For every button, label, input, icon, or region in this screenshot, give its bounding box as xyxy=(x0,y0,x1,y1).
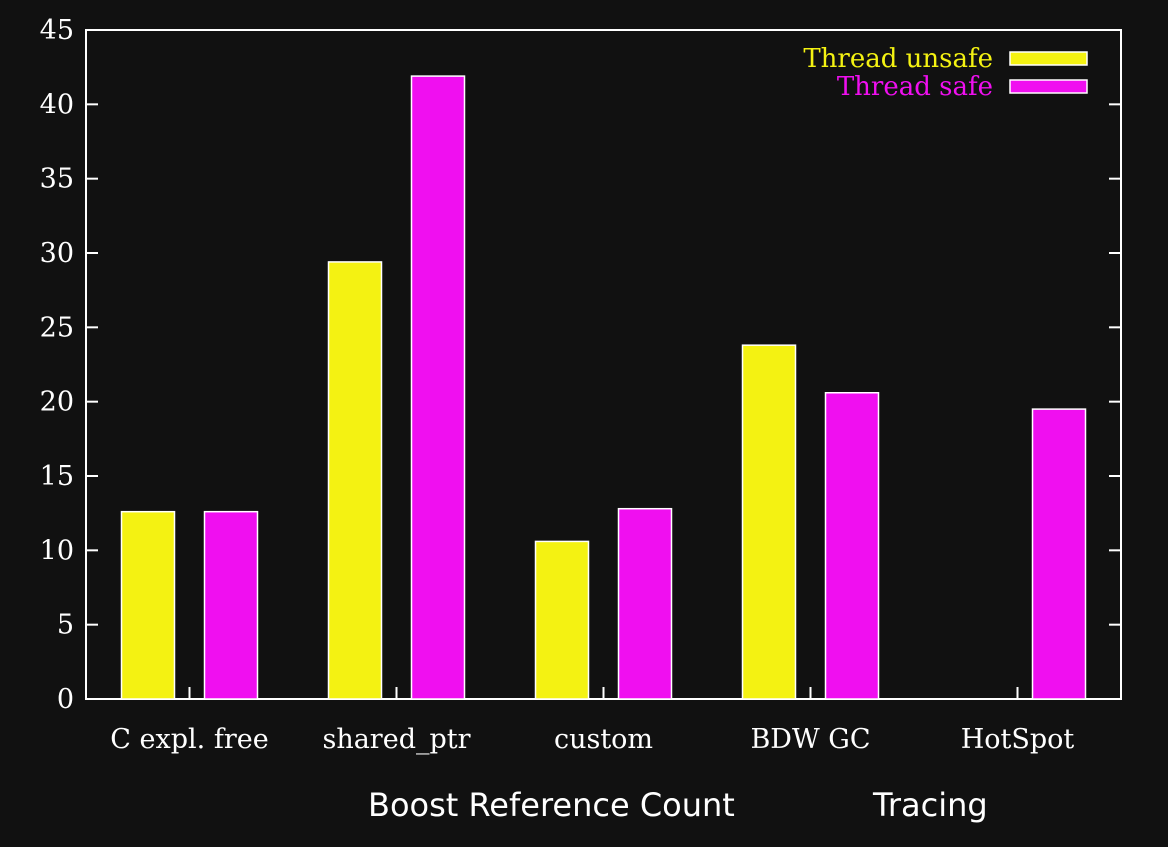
x-axis: C expl. free shared_ptr custom BDW GC HotSpo… xyxy=(110,687,1074,755)
bar-thread-unsafe xyxy=(534,540,590,700)
bar-thread-safe xyxy=(410,75,466,700)
group-label-boost: Boost Reference Count xyxy=(368,786,735,824)
y-tick-label: 45 xyxy=(40,15,74,46)
bar-thread-safe xyxy=(617,507,673,700)
y-tick-label: 15 xyxy=(40,461,74,492)
y-tick-label: 0 xyxy=(57,684,74,715)
x-tick-label: C expl. free xyxy=(110,724,268,755)
legend-label: Thread safe xyxy=(837,72,993,102)
bar-thread-unsafe xyxy=(120,510,176,700)
x-tick-label: HotSpot xyxy=(961,724,1075,755)
x-tick-label: shared_ptr xyxy=(322,724,470,755)
legend-label: Thread unsafe xyxy=(803,44,993,74)
x-tick-label: BDW GC xyxy=(750,724,870,755)
group-label-tracing: Tracing xyxy=(873,786,988,824)
x-tick-label: custom xyxy=(554,724,653,755)
legend-swatch xyxy=(1009,79,1088,94)
y-tick-label: 20 xyxy=(40,387,74,418)
bar-thread-safe xyxy=(1031,408,1087,700)
y-axis: 0 5 10 15 20 25 30 35 40 45 xyxy=(40,15,1121,715)
bar-thread-safe xyxy=(203,510,259,700)
y-tick-label: 40 xyxy=(40,89,74,120)
bar-thread-unsafe xyxy=(741,344,797,700)
bar-thread-safe xyxy=(824,391,880,700)
y-tick-label: 5 xyxy=(57,610,74,641)
y-tick-label: 35 xyxy=(40,164,74,195)
y-tick-label: 30 xyxy=(40,238,74,269)
bar-thread-unsafe xyxy=(327,261,383,700)
bars xyxy=(120,75,1087,700)
y-tick-label: 10 xyxy=(40,535,74,566)
y-tick-label: 25 xyxy=(40,312,74,343)
legend-swatch xyxy=(1009,51,1088,66)
